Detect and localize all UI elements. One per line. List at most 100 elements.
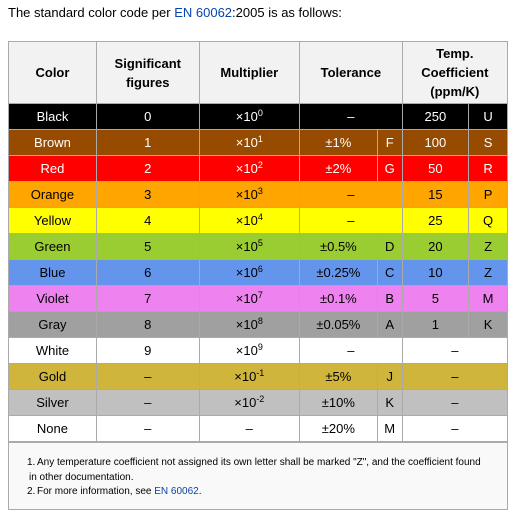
- color-name: Gold: [38, 369, 67, 384]
- table-row: None – – ±20% M –: [8, 415, 509, 442]
- temp-code: Z: [468, 233, 508, 260]
- tolerance-cell: ±0.25%: [298, 259, 378, 286]
- color-cell: Violet: [8, 285, 97, 312]
- color-name: Gray: [38, 317, 67, 332]
- figures-cell: –: [95, 363, 200, 390]
- tolerance-code: D: [376, 233, 403, 260]
- temp-cell: 20: [401, 233, 470, 260]
- multiplier-cell: ×103: [198, 181, 300, 208]
- multiplier-cell: ×107: [198, 285, 300, 312]
- footnote-text: Any temperature coefficient not assigned…: [29, 457, 481, 483]
- multiplier-cell: ×109: [198, 337, 300, 364]
- table-row: Black 0 ×100–250 U: [8, 103, 508, 130]
- multiplier-base: ×10: [235, 239, 258, 254]
- table-row: Blue 6 ×106 ±0.25% C 10 Z: [8, 259, 508, 286]
- table-row: Gray 8 ×108 ±0.05% A 1 K: [8, 311, 508, 338]
- column-header: Color: [8, 41, 97, 104]
- figures-cell: 1: [95, 129, 200, 156]
- tolerance-code: A: [376, 311, 403, 338]
- tolerance-cell: ±20%: [298, 415, 378, 442]
- link[interactable]: EN 60062: [154, 486, 199, 497]
- tolerance-cell: ±0.1%: [298, 285, 378, 312]
- temp-cell: 10: [401, 259, 470, 286]
- multiplier-cell: ×10-2: [198, 389, 300, 416]
- color-name: Violet: [36, 291, 69, 306]
- color-cell: Blue: [8, 259, 97, 286]
- footnote-text: For more information, see: [37, 486, 155, 497]
- multiplier-cell: ×104: [198, 207, 300, 234]
- table-row: Yellow 4 ×104–25 Q: [8, 207, 508, 234]
- link[interactable]: EN 60062: [174, 5, 233, 20]
- footnote: 2. For more information, see EN 60062.: [27, 484, 489, 499]
- color-name: Blue: [39, 265, 66, 280]
- figures-cell: 4: [95, 207, 200, 234]
- multiplier-exponent: 5: [257, 238, 263, 248]
- multiplier-cell: ×106: [198, 259, 300, 286]
- column-header: Multiplier: [198, 41, 300, 104]
- tolerance-code: C: [376, 259, 403, 286]
- tolerance-cell: –: [298, 103, 403, 130]
- temp-code: M: [468, 285, 508, 312]
- multiplier-exponent: 6: [257, 264, 263, 274]
- figures-cell: 6: [95, 259, 200, 286]
- temp-cell: 250: [401, 103, 470, 130]
- multiplier-exponent: -2: [256, 394, 265, 404]
- multiplier-exponent: 0: [257, 108, 263, 118]
- color-cell: Brown: [8, 129, 97, 156]
- multiplier-base: ×10: [234, 395, 257, 410]
- tolerance-code: K: [376, 389, 403, 416]
- intro-text: :2005 is as follows:: [232, 5, 342, 20]
- multiplier-exponent: -1: [256, 368, 265, 378]
- temp-code: R: [468, 155, 508, 182]
- color-name: Orange: [30, 187, 75, 202]
- tolerance-code: J: [376, 363, 403, 390]
- table-row: Green 5 ×105 ±0.5% D 20 Z: [8, 233, 508, 260]
- intro-text: The standard color code per: [8, 5, 175, 20]
- tolerance-cell: ±5%: [298, 363, 378, 390]
- figures-cell: 3: [95, 181, 200, 208]
- table-row: Red 2 ×102 ±2% G 50 R: [8, 155, 508, 182]
- tolerance-cell: ±10%: [298, 389, 378, 416]
- multiplier-base: ×10: [234, 369, 257, 384]
- color-name: None: [36, 421, 68, 436]
- figures-cell: 2: [95, 155, 200, 182]
- color-cell: Yellow: [8, 207, 97, 234]
- figures-cell: 5: [95, 233, 200, 260]
- color-cell: Silver: [8, 389, 97, 416]
- header-row: Color Significant figures Multiplier Tolera…: [8, 41, 509, 104]
- color-cell: Green: [8, 233, 97, 260]
- table-row: Silver – ×10-2 ±10% K –: [8, 389, 509, 416]
- figures-cell: 7: [95, 285, 200, 312]
- temp-cell: –: [401, 415, 509, 442]
- multiplier-base: ×10: [235, 213, 258, 228]
- multiplier-exponent: 1: [257, 134, 263, 144]
- tolerance-cell: ±1%: [298, 129, 378, 156]
- temp-code: S: [468, 129, 508, 156]
- tolerance-cell: ±0.5%: [298, 233, 378, 260]
- multiplier-cell: ×100: [198, 103, 300, 130]
- multiplier-cell: ×108: [198, 311, 300, 338]
- temp-code: P: [468, 181, 508, 208]
- footnote-number: 2.: [27, 486, 36, 497]
- multiplier-base: ×10: [235, 291, 258, 306]
- tolerance-code: F: [376, 129, 403, 156]
- multiplier-base: ×10: [235, 187, 258, 202]
- color-cell: Black: [8, 103, 97, 130]
- color-cell: Gray: [8, 311, 97, 338]
- color-cell: Orange: [8, 181, 97, 208]
- multiplier-base: ×10: [235, 343, 258, 358]
- table-row: White 9 ×109– –: [8, 337, 509, 364]
- figures-cell: –: [95, 389, 200, 416]
- temp-cell: 25: [401, 207, 470, 234]
- multiplier-cell: ×105: [198, 233, 300, 260]
- color-name: Silver: [36, 395, 69, 410]
- multiplier-exponent: 3: [257, 186, 263, 196]
- tolerance-cell: –: [298, 337, 403, 364]
- multiplier-base: ×10: [235, 161, 258, 176]
- column-header: Temp. Coefficient (ppm/K): [401, 41, 509, 104]
- tolerance-code: G: [376, 155, 403, 182]
- multiplier-cell: ×102: [198, 155, 300, 182]
- temp-code: Q: [468, 207, 508, 234]
- column-header: Tolerance: [298, 41, 403, 104]
